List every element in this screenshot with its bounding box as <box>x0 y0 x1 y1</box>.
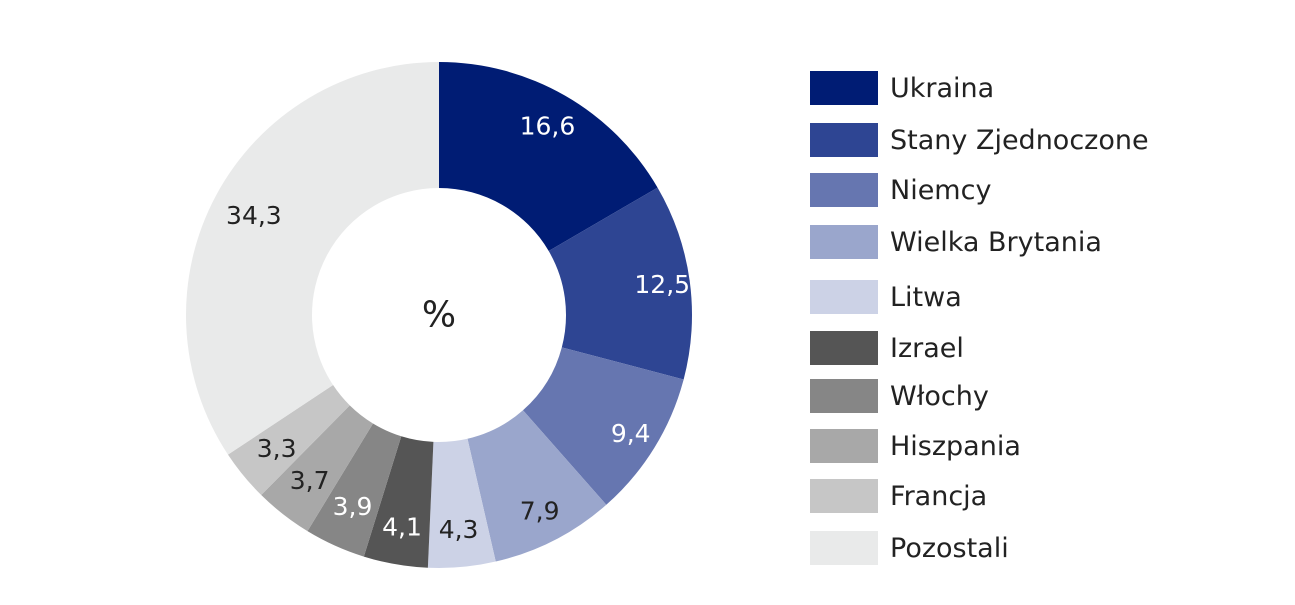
legend-item: Niemcy <box>810 172 991 208</box>
legend-swatch <box>810 123 878 157</box>
legend-label: Włochy <box>890 380 989 412</box>
legend-swatch <box>810 225 878 259</box>
legend-label: Hiszpania <box>890 430 1021 462</box>
legend-label: Litwa <box>890 281 962 313</box>
slice-hiszpania <box>261 405 373 532</box>
legend-label: Izrael <box>890 332 964 364</box>
legend-label: Niemcy <box>890 174 992 206</box>
legend-label: Francja <box>890 480 988 512</box>
legend-item: Hiszpania <box>810 428 1021 464</box>
legend-swatch <box>810 531 878 565</box>
slice-niemcy <box>522 347 684 505</box>
legend-label: Pozostali <box>890 532 1009 564</box>
legend-item: Litwa <box>810 279 962 315</box>
legend-label: Stany Zjednoczone <box>890 124 1149 156</box>
legend-item: Francja <box>810 478 987 514</box>
slice-litwa <box>427 438 496 568</box>
legend-swatch <box>810 280 878 314</box>
legend-item: Wielka Brytania <box>810 224 1102 260</box>
slice-value-label: 3,3 <box>257 434 297 463</box>
slice-value-label: 4,3 <box>439 515 479 544</box>
slice-stany-zjednoczone <box>548 187 692 380</box>
slice-wielka-brytania <box>467 410 607 562</box>
slice-izrael <box>363 436 434 568</box>
legend: Ukraina Stany Zjednoczone Niemcy Wielka Bry… <box>810 0 1280 605</box>
legend-swatch <box>810 331 878 365</box>
legend-item: Ukraina <box>810 70 994 106</box>
legend-item: Stany Zjednoczone <box>810 122 1149 158</box>
legend-item: Włochy <box>810 378 989 414</box>
slice-włochy <box>307 423 402 557</box>
slice-value-label: 7,9 <box>520 496 560 525</box>
legend-item: Izrael <box>810 330 964 366</box>
slice-ukraina <box>439 62 658 252</box>
legend-label: Wielka Brytania <box>890 226 1102 258</box>
legend-swatch <box>810 479 878 513</box>
legend-swatch <box>810 173 878 207</box>
legend-swatch <box>810 71 878 105</box>
slice-value-label: 4,1 <box>382 512 422 541</box>
slice-value-label: 34,3 <box>226 201 282 230</box>
legend-swatch <box>810 379 878 413</box>
center-label: % <box>422 295 456 336</box>
slice-value-label: 3,9 <box>333 492 373 521</box>
slice-value-label: 3,7 <box>290 466 330 495</box>
slice-value-label: 9,4 <box>611 419 651 448</box>
slice-francja <box>227 385 350 496</box>
legend-label: Ukraina <box>890 72 995 104</box>
slice-value-label: 12,5 <box>634 270 690 299</box>
legend-item: Pozostali <box>810 530 1009 566</box>
slice-pozostali <box>185 62 439 455</box>
legend-swatch <box>810 429 878 463</box>
slice-value-label: 16,6 <box>520 112 576 141</box>
